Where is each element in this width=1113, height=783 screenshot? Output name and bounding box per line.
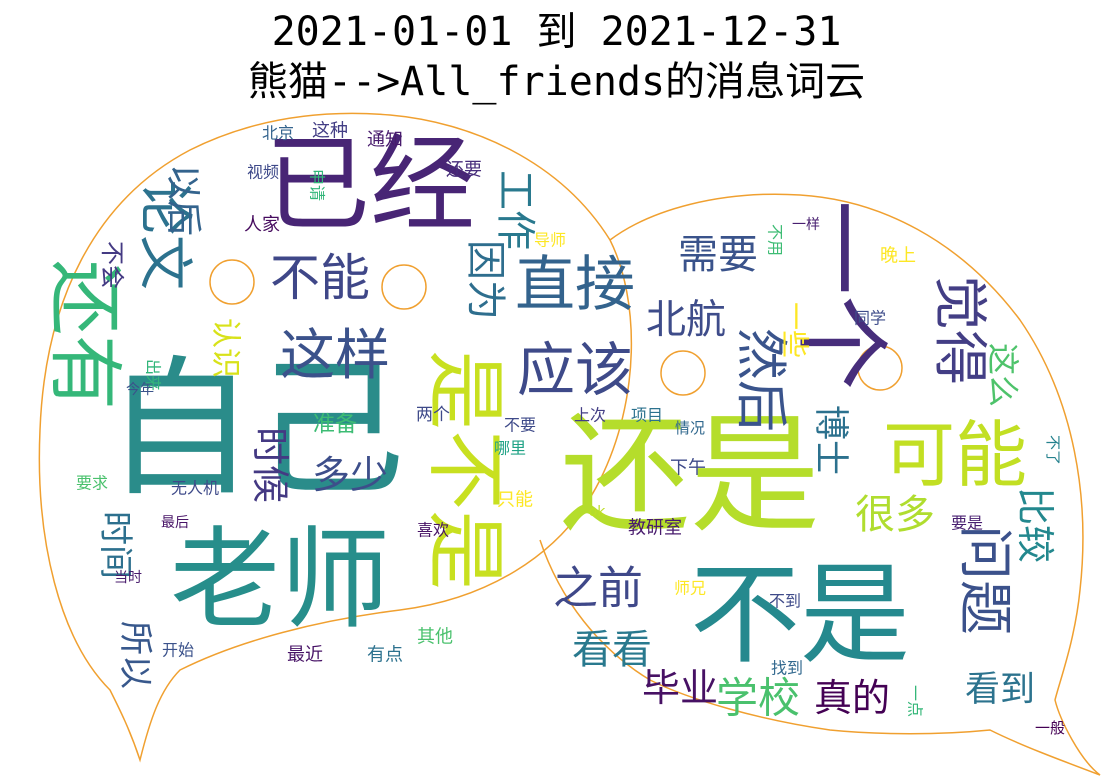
word-9: 直接 — [515, 250, 635, 320]
word-53: 今年 — [126, 382, 154, 398]
word-11: 这样 — [280, 323, 390, 387]
word-55: 不要 — [504, 416, 536, 435]
word-73: 开始 — [162, 641, 194, 660]
word-0: 自己 — [105, 343, 405, 517]
word-29: 看看 — [572, 627, 652, 673]
word-6: 还有 — [41, 260, 129, 410]
word-20: 北航 — [646, 297, 726, 343]
word-44: 申请 — [308, 169, 327, 201]
word-39: 准备 — [313, 413, 357, 438]
word-66: 最后 — [161, 515, 189, 531]
word-52: 出来 — [144, 359, 163, 391]
word-34: 所以 — [115, 621, 155, 689]
word-27: 博士 — [810, 405, 850, 475]
word-58: 情况 — [675, 419, 705, 437]
word-26: 多少 — [312, 453, 388, 497]
word-75: 最近 — [287, 645, 323, 666]
word-45: 还要 — [446, 160, 482, 181]
word-61: 无人机 — [171, 479, 219, 498]
word-18: 工作 — [492, 170, 538, 250]
word-63: 要求 — [76, 474, 108, 493]
word-24: 很多 — [855, 492, 935, 538]
bubble-eye-2 — [381, 264, 427, 310]
word-35: 认识 — [208, 318, 243, 378]
word-38: 不会 — [98, 241, 126, 289]
word-70: 当时 — [114, 570, 142, 586]
word-57: 项目 — [631, 406, 663, 425]
bubble-eye-1 — [209, 259, 255, 305]
word-71: 师兄 — [674, 579, 706, 598]
word-40: 北京 — [262, 124, 294, 143]
chart-title-line-2: 熊猫-->All_friends的消息词云 — [247, 59, 866, 105]
word-7: 是不是 — [419, 350, 512, 590]
word-56: 上次 — [574, 406, 606, 425]
word-49: 一样 — [792, 217, 820, 233]
word-62: 下午 — [670, 458, 706, 479]
word-12: 不能 — [270, 249, 370, 307]
word-74: 其他 — [417, 627, 453, 648]
word-8: 可能 — [883, 413, 1027, 497]
word-21: 以后 — [163, 164, 204, 236]
word-14: 然后 — [730, 328, 790, 432]
word-23: 学校 — [716, 674, 800, 723]
speech-bubble-outline-left — [38, 112, 633, 763]
word-1: 还是 — [560, 399, 820, 551]
word-30: 毕业 — [642, 666, 718, 710]
word-69: 要是 — [951, 514, 983, 533]
word-54: 两个 — [416, 405, 450, 425]
word-22: 之前 — [553, 562, 643, 615]
word-13: 论文 — [133, 180, 197, 290]
word-2: 不是 — [690, 551, 910, 679]
word-32: 看到 — [965, 670, 1035, 710]
word-48: 不用 — [766, 224, 785, 256]
word-77: 找到 — [771, 659, 803, 678]
bubble-eye-4 — [857, 345, 903, 391]
word-72: 不到 — [769, 592, 801, 611]
word-37: 一些 — [779, 302, 812, 358]
word-47: 导师 — [534, 231, 566, 250]
word-79: 一般 — [1035, 719, 1065, 737]
word-17: 因为 — [462, 240, 508, 320]
word-78: 一点 — [906, 685, 925, 717]
word-67: 喜欢 — [417, 521, 449, 540]
word-41: 这种 — [312, 121, 348, 142]
word-59: 哪里 — [494, 439, 526, 458]
word-25: 时候 — [248, 427, 292, 503]
word-51: 同学 — [854, 309, 886, 328]
word-36: 这么 — [984, 343, 1022, 407]
speech-bubble-outline-right — [539, 193, 1101, 776]
word-16: 问题 — [953, 525, 1017, 635]
word-19: 需要 — [678, 232, 758, 278]
word-28: 比较 — [1013, 487, 1057, 563]
word-15: 觉得 — [928, 275, 992, 385]
word-42: 通知 — [367, 130, 403, 151]
word-31: 真的 — [814, 676, 890, 720]
chart-title-line-1: 2021-01-01 到 2021-12-31 — [271, 9, 842, 55]
word-50: 晚上 — [880, 246, 916, 267]
word-60: 不了 — [1044, 435, 1062, 465]
word-10: 应该 — [517, 336, 633, 404]
word-76: 有点 — [367, 645, 403, 666]
word-33: 时间 — [95, 511, 135, 579]
word-43: 视频 — [247, 163, 279, 182]
bubble-eye-3 — [660, 350, 706, 396]
word-46: 人家 — [244, 215, 280, 236]
word-68: 教研室 — [628, 518, 682, 539]
word-4: 已经 — [265, 124, 475, 246]
word-65: ok — [589, 504, 607, 520]
word-64: 只能 — [497, 490, 533, 511]
word-5: 一个 — [785, 200, 895, 390]
word-3: 老师 — [170, 516, 390, 644]
